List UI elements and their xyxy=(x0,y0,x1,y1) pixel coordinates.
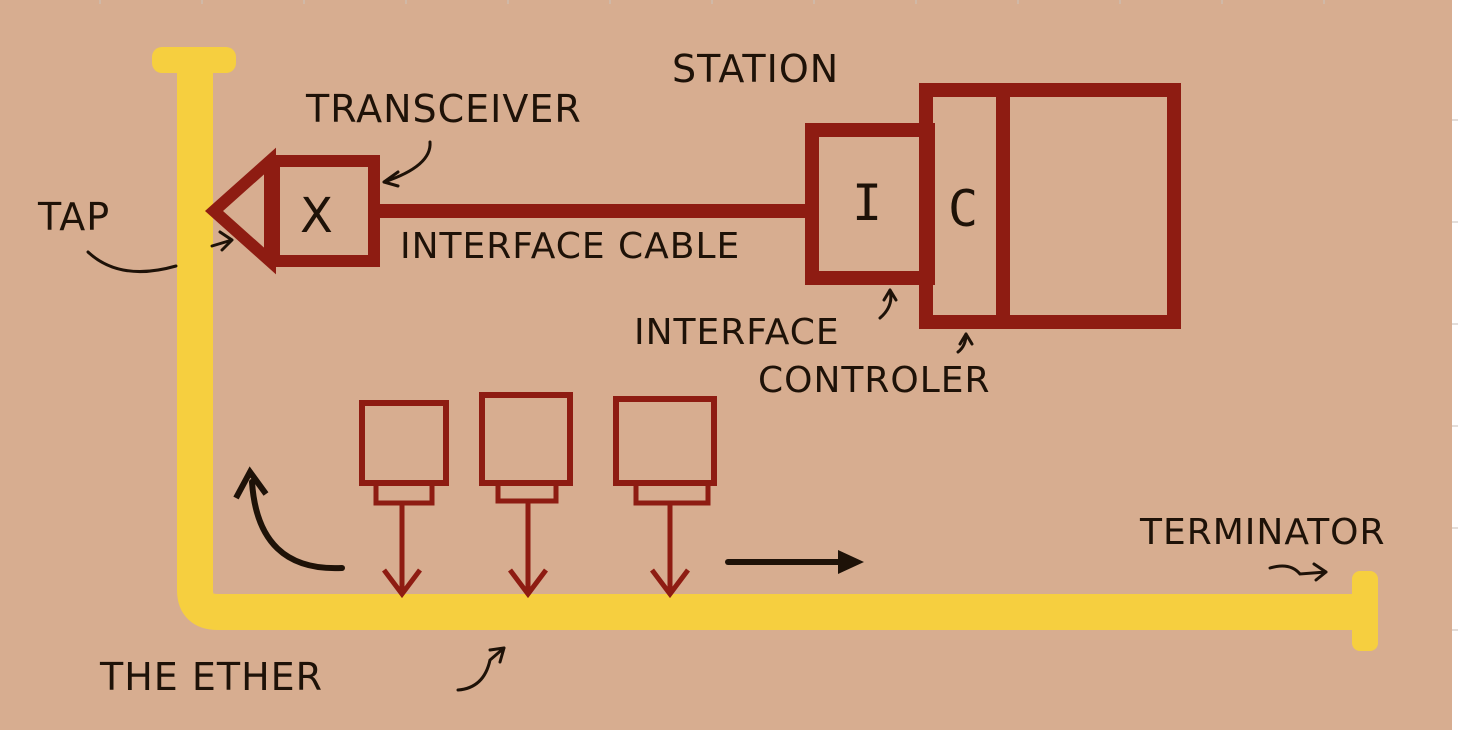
tap-pointer-icon xyxy=(86,230,234,273)
the-ether-label: THE ETHER xyxy=(99,655,323,699)
controller-label: CONTROLER xyxy=(758,360,991,401)
interface-pointer-icon xyxy=(878,288,898,320)
packet-box-icon xyxy=(479,392,573,599)
station: C xyxy=(919,83,1181,329)
arrow-right-icon xyxy=(725,550,864,574)
controller-pointer-icon xyxy=(956,332,974,354)
station-label: STATION xyxy=(672,47,839,91)
transceiver-pointer-icon xyxy=(382,140,432,188)
interface-label: INTERFACE xyxy=(634,312,840,353)
packet-box-icon xyxy=(359,400,449,599)
ruler-ticks xyxy=(99,0,1458,631)
label-pointers xyxy=(86,140,1328,692)
tap-label: TAP xyxy=(37,195,110,239)
terminator-pointer-icon xyxy=(1268,562,1328,582)
transceiver: X xyxy=(204,147,380,275)
interface-cable-label: INTERFACE CABLE xyxy=(400,226,740,267)
packet-box-icon xyxy=(613,396,717,599)
ether-pointer-icon xyxy=(456,646,506,692)
interface-cable xyxy=(374,204,814,218)
controller-box-label: C xyxy=(948,180,978,238)
terminator-cap xyxy=(1352,571,1378,651)
right-border xyxy=(1452,0,1458,730)
transceiver-label: TRANSCEIVER xyxy=(305,87,582,131)
ether-cable xyxy=(152,47,1378,651)
arrow-up-left-icon xyxy=(233,466,345,572)
terminator-label: TERMINATOR xyxy=(1139,512,1386,553)
ether-top-cap xyxy=(152,47,236,73)
transceiver-mark: X xyxy=(300,188,333,244)
interface-box-label: I xyxy=(852,174,882,232)
